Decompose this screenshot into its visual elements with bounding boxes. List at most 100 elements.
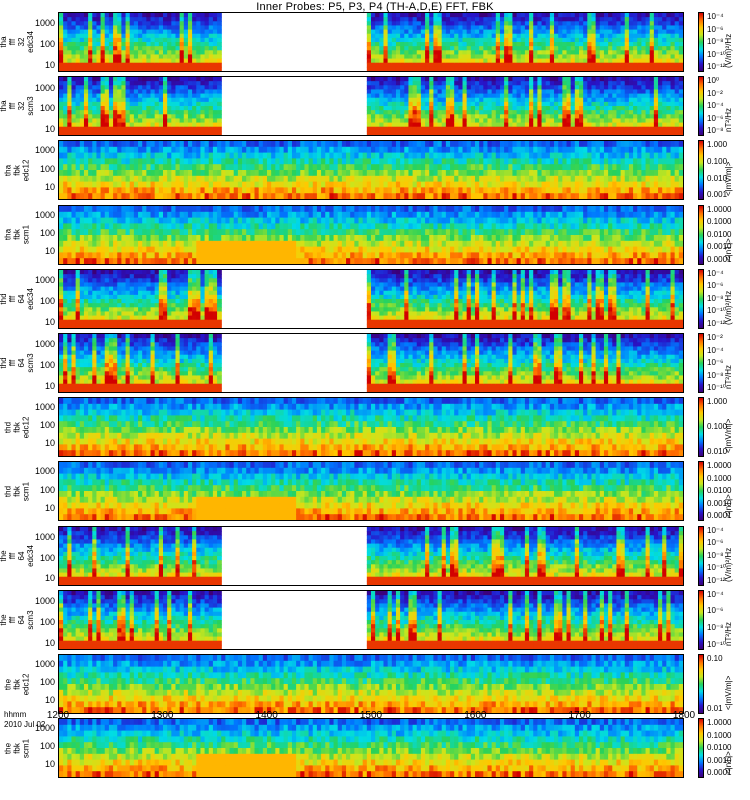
spectrogram-cell — [366, 37, 372, 43]
spectrogram-cell — [154, 147, 160, 154]
spectrogram-cell — [662, 152, 667, 160]
spectrogram-cell — [200, 170, 206, 177]
spectrogram-cell — [462, 126, 468, 132]
spectrogram-cell — [545, 102, 551, 107]
spectrogram-cell — [541, 141, 547, 148]
spectrogram-cell — [429, 141, 434, 148]
spectrogram-cell — [325, 193, 330, 200]
spectrogram-cell — [445, 114, 451, 120]
spectrogram-cell — [545, 97, 551, 103]
spectrogram-cell — [117, 89, 122, 95]
spectrogram-cell — [142, 54, 147, 60]
spectrogram-cell — [258, 164, 264, 171]
panel-ylabel-line: fff — [8, 38, 17, 46]
spectrogram-cell — [508, 50, 514, 56]
spectrogram-cell — [217, 102, 222, 107]
spectrogram-cell — [587, 62, 593, 68]
spectrogram-cell — [138, 62, 143, 68]
spectrogram-cell — [653, 193, 659, 200]
spectrogram-cell — [624, 176, 630, 183]
spectrogram-cell — [420, 21, 426, 27]
spectrogram-cell — [212, 106, 218, 111]
spectrogram-cell — [608, 89, 613, 95]
spectrogram-cell — [587, 152, 593, 160]
spectrogram-cell — [591, 118, 597, 124]
spectrogram-cell — [616, 42, 622, 47]
spectrogram-cell — [612, 25, 618, 31]
spectrogram-cell — [603, 193, 609, 200]
spectrogram-cell — [96, 187, 102, 195]
spectrogram-cell — [346, 141, 351, 148]
spectrogram-cell — [312, 181, 318, 189]
spectrogram-cell — [217, 66, 222, 71]
spectrogram-cell — [217, 42, 222, 47]
spectrogram-cell — [192, 85, 197, 91]
spectrogram-cell — [524, 193, 530, 200]
spectrogram-cell — [83, 205, 89, 212]
spectrogram-cell — [408, 25, 414, 31]
spectrogram-cell — [666, 29, 672, 35]
spectrogram-cell — [138, 54, 143, 60]
spectrogram-cell — [400, 122, 405, 128]
spectrogram-cell — [499, 147, 505, 154]
spectrogram-cell — [129, 164, 135, 171]
spectrogram-cell — [346, 158, 351, 166]
spectrogram-cell — [479, 54, 484, 60]
spectrogram-cell — [458, 85, 464, 91]
spectrogram-cell — [312, 164, 318, 171]
spectrogram-cell — [633, 170, 638, 177]
spectrogram-cell — [412, 176, 418, 183]
spectrogram-cell — [658, 13, 663, 18]
spectrogram-cell — [100, 81, 106, 87]
spectrogram-cell — [624, 54, 630, 60]
spectrogram-cell — [175, 81, 181, 87]
spectrogram-cell — [88, 97, 93, 103]
spectrogram-cell — [475, 122, 480, 128]
spectrogram-cell — [400, 102, 405, 107]
spectrogram-cell — [662, 176, 667, 183]
spectrogram-cell — [433, 102, 439, 107]
spectrogram-cell — [637, 176, 642, 183]
spectrogram-cell — [100, 114, 106, 120]
spectrogram-cell — [658, 85, 663, 91]
spectrogram-cell — [258, 176, 264, 183]
spectrogram-cell — [595, 58, 601, 64]
spectrogram-cell — [562, 54, 568, 60]
spectrogram-cell — [662, 33, 667, 39]
spectrogram-cell — [408, 29, 414, 35]
spectrogram-cell — [59, 106, 64, 111]
spectrogram-cell — [570, 181, 576, 189]
spectrogram-cell — [475, 131, 480, 136]
spectrogram-cell — [121, 126, 127, 132]
spectrogram-cell — [196, 93, 202, 99]
spectrogram-cell — [88, 110, 93, 116]
spectrogram-cell — [387, 110, 393, 116]
spectrogram-cell — [537, 126, 543, 132]
spectrogram-cell — [354, 152, 360, 160]
spectrogram-cell — [433, 181, 439, 189]
spectrogram-cell — [125, 33, 131, 39]
spectrogram-cell — [454, 122, 459, 128]
spectrogram-cell — [653, 106, 659, 111]
spectrogram-cell — [487, 85, 493, 91]
spectrogram-cell — [616, 152, 622, 160]
spectrogram-cell — [666, 118, 672, 124]
spectrogram-cell — [383, 147, 389, 154]
spectrogram-cell — [624, 13, 630, 18]
spectrogram-cell — [620, 85, 626, 91]
spectrogram-cell — [229, 164, 235, 171]
spectrogram-cell — [387, 77, 393, 82]
spectrogram-cell — [579, 122, 584, 128]
spectrogram-cell — [674, 77, 680, 82]
spectrogram-cell — [375, 187, 380, 195]
spectrogram-cell — [495, 187, 501, 195]
spectrogram-cell — [325, 152, 330, 160]
spectrogram-cell — [196, 66, 202, 71]
spectrogram-cell — [633, 81, 638, 87]
spectrogram-cell — [121, 164, 127, 171]
spectrogram-cell — [379, 77, 385, 82]
spectrogram-cell — [433, 164, 439, 171]
spectrogram-cell — [196, 33, 202, 39]
spectrogram-cell — [71, 240, 77, 247]
spectrogram-cell — [508, 42, 514, 47]
